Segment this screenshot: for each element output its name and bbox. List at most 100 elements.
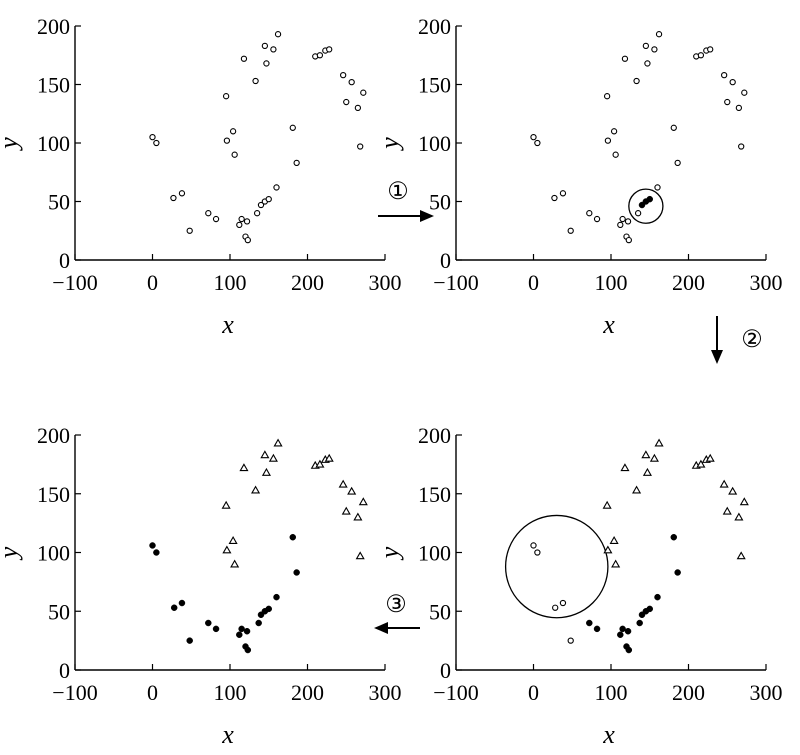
x-tick-label: 100 <box>595 270 628 295</box>
data-point-open-triangle <box>228 536 238 545</box>
data-point-filled-circle <box>586 619 593 627</box>
data-point-open-triangle <box>251 485 261 494</box>
data-point-open-triangle <box>602 500 612 509</box>
data-point-open-triangle <box>221 500 231 509</box>
data-point-open-circle <box>617 221 624 229</box>
data-point-filled-circle <box>670 533 678 541</box>
data-point-filled-circle <box>625 646 633 654</box>
data-point-open-circle <box>270 46 277 53</box>
data-point-open-triangle <box>273 438 283 447</box>
data-point-open-triangle <box>728 486 738 495</box>
data-point-open-circle <box>243 218 251 225</box>
data-point-open-triangle <box>355 551 365 560</box>
data-point-open-triangle <box>260 450 270 459</box>
data-point-open-triangle <box>705 453 715 462</box>
data-point-open-circle <box>289 124 296 131</box>
data-point-open-circle <box>534 549 541 556</box>
data-point-filled-circle <box>293 569 300 576</box>
data-point-open-circle <box>551 194 558 202</box>
data-point-open-circle <box>236 221 243 229</box>
x-tick-label: 100 <box>214 270 247 295</box>
y-tick-label: 200 <box>418 423 451 448</box>
y-tick-label: 200 <box>37 14 70 39</box>
x-axis-label: x <box>221 310 234 339</box>
x-axis-label: x <box>221 720 234 749</box>
data-point-open-circle <box>567 227 574 234</box>
data-point-open-circle <box>238 215 245 223</box>
data-point-filled-circle <box>273 593 280 601</box>
x-tick-label: 0 <box>528 270 539 295</box>
cluster-circle <box>628 188 664 224</box>
y-tick-label: 0 <box>59 248 70 273</box>
data-point-open-circle <box>610 128 618 135</box>
data-point-open-circle <box>697 52 705 59</box>
step-2-arrow-head <box>711 350 723 364</box>
y-tick-label: 200 <box>37 423 70 448</box>
data-point-open-triangle <box>341 506 351 515</box>
data-point-open-triangle <box>632 485 642 494</box>
data-point-open-circle <box>603 93 611 100</box>
y-tick-label: 50 <box>48 599 70 624</box>
data-point-open-circle <box>153 139 160 147</box>
data-point-open-circle <box>178 190 186 197</box>
step-3-indicator: ③ <box>374 592 420 634</box>
x-tick-label: 200 <box>672 680 705 705</box>
data-point-open-circle <box>149 133 156 141</box>
data-point-open-circle <box>274 31 282 38</box>
y-tick-label: 100 <box>418 131 451 156</box>
data-point-filled-circle <box>178 599 186 607</box>
data-point-filled-circle <box>624 627 632 635</box>
y-tick-label: 150 <box>418 73 451 98</box>
y-tick-label: 0 <box>440 658 451 683</box>
data-point-open-circle <box>559 190 567 197</box>
data-point-open-circle <box>724 98 731 106</box>
y-tick-label: 100 <box>418 541 451 566</box>
data-point-open-triangle <box>654 438 664 447</box>
data-point-open-circle <box>604 137 612 144</box>
data-point-open-triangle <box>353 512 363 521</box>
data-point-open-triangle <box>239 463 249 472</box>
data-point-open-circle <box>586 210 593 217</box>
data-point-open-circle <box>257 201 265 209</box>
x-tick-label: 100 <box>214 680 247 705</box>
y-tick-label: 100 <box>37 131 70 156</box>
data-point-open-circle <box>530 542 537 549</box>
data-point-filled-circle <box>636 619 643 627</box>
data-point-open-triangle <box>603 545 613 554</box>
y-tick-label: 0 <box>59 658 70 683</box>
x-tick-label: −100 <box>52 270 97 295</box>
data-point-open-circle <box>707 46 714 53</box>
data-point-open-circle <box>205 210 212 217</box>
y-tick-label: 200 <box>418 14 451 39</box>
data-point-open-circle <box>223 137 231 144</box>
data-point-open-triangle <box>719 479 729 488</box>
data-point-filled-circle <box>289 533 297 541</box>
data-point-open-circle <box>644 60 651 67</box>
data-point-open-circle <box>263 60 270 67</box>
data-point-open-circle <box>625 236 632 244</box>
step-2-indicator: ② <box>711 316 763 364</box>
data-point-open-circle <box>316 52 324 59</box>
data-point-filled-circle <box>236 631 243 638</box>
data-point-filled-circle <box>244 646 252 654</box>
data-point-open-circle <box>273 184 280 191</box>
data-point-open-triangle <box>736 551 746 560</box>
x-tick-label: 300 <box>369 270 402 295</box>
data-point-filled-circle <box>646 195 653 203</box>
y-axis-label: y <box>0 546 23 561</box>
data-point-open-triangle <box>358 497 368 506</box>
data-point-open-circle <box>212 215 220 223</box>
data-point-open-circle <box>624 218 632 225</box>
data-point-open-circle <box>530 133 537 141</box>
x-tick-label: 200 <box>291 680 324 705</box>
data-point-open-circle <box>633 77 640 85</box>
data-point-open-circle <box>612 151 619 158</box>
data-point-open-circle <box>326 46 333 53</box>
data-point-open-circle <box>229 128 237 135</box>
data-point-open-triangle <box>230 559 240 568</box>
data-point-open-circle <box>186 227 193 234</box>
x-tick-label: 200 <box>291 270 324 295</box>
x-tick-label: −100 <box>433 270 478 295</box>
